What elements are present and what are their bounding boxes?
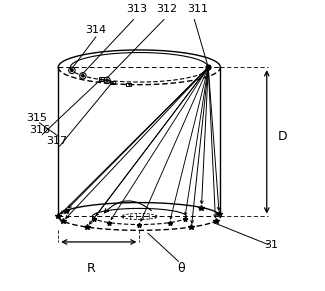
Circle shape (82, 74, 84, 77)
Text: 31: 31 (264, 240, 278, 251)
Circle shape (71, 69, 73, 72)
Text: 312: 312 (156, 4, 177, 14)
Text: 313: 313 (126, 4, 147, 14)
Bar (126, 83, 131, 86)
Bar (110, 81, 115, 84)
Bar (98, 77, 104, 81)
Circle shape (106, 79, 108, 81)
Text: 315: 315 (26, 113, 47, 123)
Text: R: R (87, 262, 96, 275)
Text: D: D (278, 130, 288, 143)
Text: 311: 311 (187, 4, 208, 14)
Text: 316: 316 (29, 125, 50, 134)
Text: 314: 314 (85, 25, 107, 35)
Text: θ: θ (177, 262, 185, 275)
Text: 317: 317 (46, 136, 67, 146)
